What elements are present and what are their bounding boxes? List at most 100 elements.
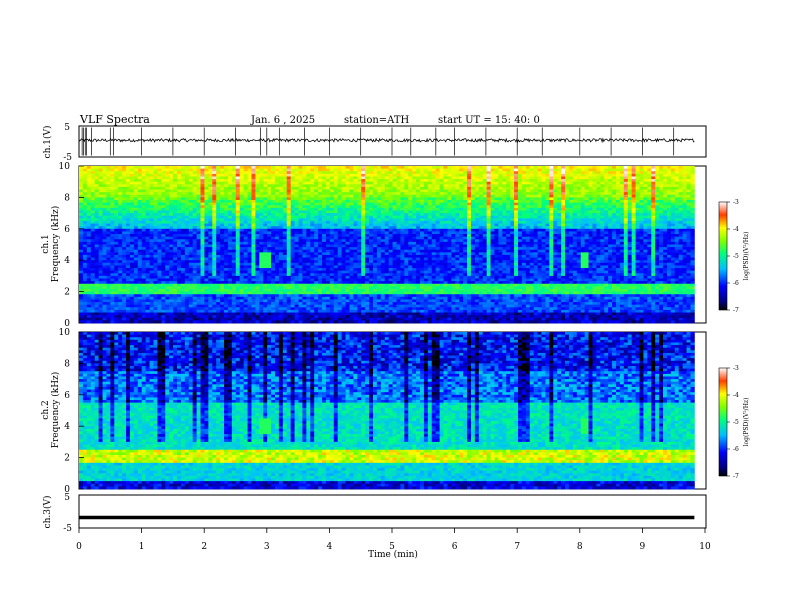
ch1-spec-cell <box>197 216 201 219</box>
ch1-spec-cell <box>396 205 400 208</box>
ch1-spec-cell <box>106 187 110 190</box>
ch1-spec-cell <box>585 174 589 177</box>
ch1-spec-cell <box>99 208 103 211</box>
ch1-spec-cell <box>467 195 471 198</box>
ch1-spec-cell <box>565 174 569 177</box>
ch1-spec-cell <box>475 200 479 203</box>
ch1-spec-cell <box>557 239 561 242</box>
ch1-spec-cell <box>353 234 357 237</box>
ch1-spec-cell <box>165 216 169 219</box>
ch1-spec-cell <box>142 179 146 182</box>
ch1-spec-cell <box>632 221 636 224</box>
ch1-spec-cell <box>204 179 208 182</box>
ch1-spec-cell <box>518 166 522 169</box>
ch1-spec-cell <box>491 176 495 179</box>
ch1-spec-cell <box>408 169 412 172</box>
ch1-spec-cell <box>498 224 502 227</box>
ch1-spec-cell <box>663 239 667 242</box>
ch1-spec-cell <box>361 203 365 206</box>
ch1-spec-cell <box>83 229 87 232</box>
ch1-spec-cell <box>498 182 502 185</box>
ch1-spec-cell <box>581 187 585 190</box>
ch1-spec-cell <box>639 245 643 248</box>
ch1-spec-cell <box>459 234 463 237</box>
ch1-spec-cell <box>204 247 208 250</box>
ch1-spec-cell <box>542 242 546 245</box>
ch1-spec-cell <box>651 171 655 174</box>
ch1-spec-cell <box>197 171 201 174</box>
ch1-spec-cell <box>573 229 577 232</box>
ch1-spec-cell <box>381 182 385 185</box>
ch1-spec-cell <box>538 231 542 234</box>
ch1-spec-cell <box>494 197 498 200</box>
ch1-spec-cell <box>518 231 522 234</box>
ch1-spec-cell <box>491 171 495 174</box>
ch1-spec-cell <box>565 190 569 193</box>
figure-title: VLF Spectra <box>79 113 150 126</box>
ch1-spec-cell <box>400 182 404 185</box>
ch1-spec-cell <box>342 182 346 185</box>
ch1-spec-cell <box>169 239 173 242</box>
ch1-spec-cell <box>659 205 663 208</box>
ch1-spec-cell <box>349 187 353 190</box>
ch1-spec-cell <box>553 179 557 182</box>
ch1-spec-cell <box>181 245 185 248</box>
ch1-spec-cell <box>283 245 287 248</box>
ch1-spec-cell <box>393 195 397 198</box>
ch1-spec-cell <box>224 210 228 213</box>
ch1-spec-cell <box>251 182 255 185</box>
ch1-spec-cell <box>349 169 353 172</box>
ch1-spec-cell <box>502 245 506 248</box>
ch1-spec-cell <box>616 190 620 193</box>
ch1-spec-cell <box>220 226 224 229</box>
ch1-spec-cell <box>420 239 424 242</box>
ch1-spec-cell <box>142 166 146 169</box>
ch1-spec-cell <box>240 210 244 213</box>
ch1-spec-cell <box>396 179 400 182</box>
ch1-spec-cell <box>251 179 255 182</box>
ch1-spec-cell <box>428 224 432 227</box>
ch1-spec-cell <box>420 247 424 250</box>
ch1-spec-cell <box>377 231 381 234</box>
ch1-spec-cell <box>330 176 334 179</box>
ch1-spec-cell <box>185 234 189 237</box>
ch1-spec-cell <box>514 179 518 182</box>
ch1-spec-cell <box>643 187 647 190</box>
ch1-spec-cell <box>361 176 365 179</box>
ch1-spec-cell <box>216 169 220 172</box>
ch1-spec-cell <box>455 216 459 219</box>
ch1-spec-cell <box>628 166 632 169</box>
ch1-spec-cell <box>455 203 459 206</box>
ch1-spec-cell <box>91 190 95 193</box>
ch1-spec-cell <box>346 231 350 234</box>
ch1-spec-cell <box>467 182 471 185</box>
ch1-spec-cell <box>549 184 553 187</box>
ch1-spec-cell <box>408 208 412 211</box>
ch1-spec-cell <box>518 169 522 172</box>
ch1-spec-cell <box>491 203 495 206</box>
ch1-spec-cell <box>381 245 385 248</box>
ch1-spec-cell <box>608 221 612 224</box>
ch1-spec-cell <box>232 182 236 185</box>
ch1-spec-cell <box>494 234 498 237</box>
ch1-spec-cell <box>212 231 216 234</box>
ch1-spec-cell <box>636 224 640 227</box>
ch1-spec-cell <box>169 205 173 208</box>
ch1-spec-cell <box>83 171 87 174</box>
ch1-spec-cell <box>557 224 561 227</box>
ch1-spec-cell <box>87 210 91 213</box>
ch1-spec-cell <box>330 234 334 237</box>
ch1-spec-cell <box>106 226 110 229</box>
ch1-spec-cell <box>334 190 338 193</box>
ch1-spec-cell <box>228 218 232 221</box>
ch1-spec-cell <box>369 234 373 237</box>
ch1-spec-cell <box>353 184 357 187</box>
ch1-spec-cell <box>197 237 201 240</box>
ch1-spec-cell <box>412 195 416 198</box>
ch1-spec-cell <box>110 197 114 200</box>
ch1-spec-cell <box>628 229 632 232</box>
ch1-spec-cell <box>338 224 342 227</box>
ch1-spec-cell <box>157 187 161 190</box>
ch1-spec-cell <box>408 237 412 240</box>
ch1-spec-cell <box>91 213 95 216</box>
